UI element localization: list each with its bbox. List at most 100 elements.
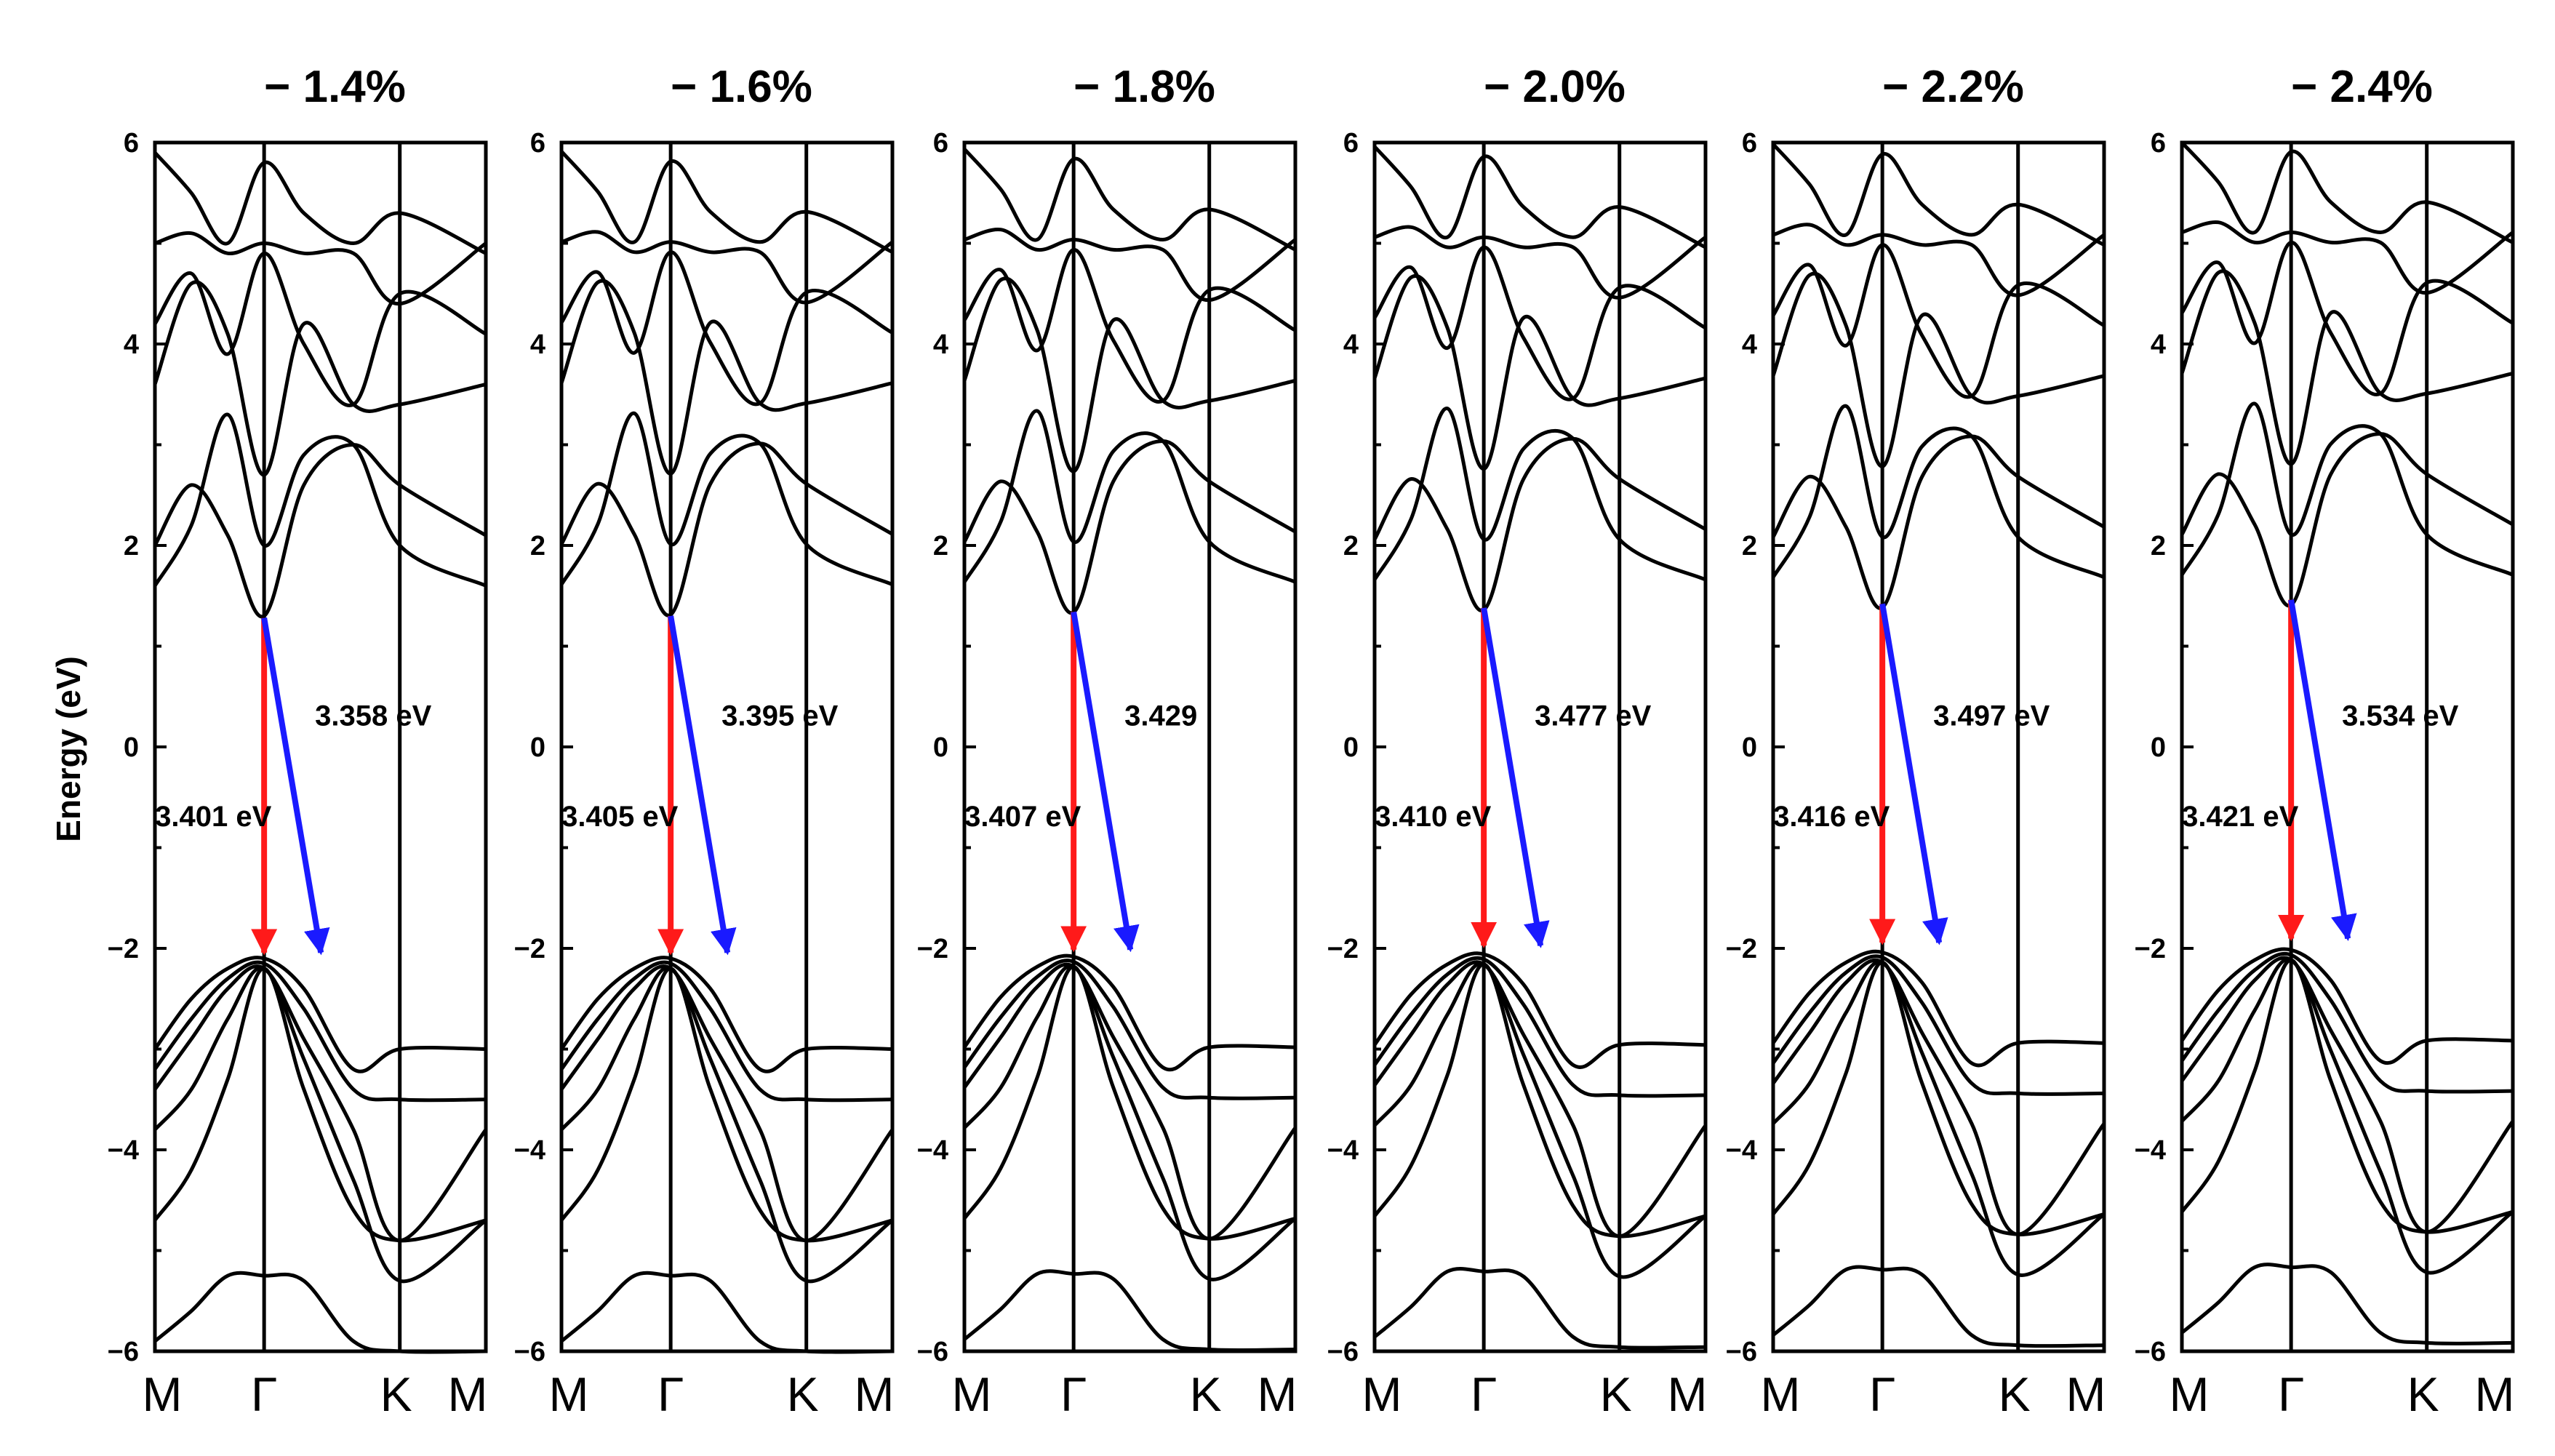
y-tick-label: −2	[108, 934, 139, 964]
y-tick-label: 2	[124, 531, 139, 561]
direct-gap-label: 3.421 eV	[2182, 801, 2298, 833]
band-line	[2180, 951, 2514, 1094]
band-line	[559, 960, 893, 1103]
indirect-gap-arrow	[1481, 607, 1550, 948]
y-tick-label: −4	[108, 1135, 139, 1166]
band-line	[1771, 954, 2105, 1096]
band-line	[153, 1271, 487, 1354]
band-line	[2180, 947, 2514, 1065]
k-point-label: Γ	[1471, 1367, 1497, 1421]
band-line	[2180, 401, 2514, 577]
band-line	[1772, 1265, 2105, 1348]
k-point-label: Γ	[2278, 1367, 2304, 1421]
y-tick-label: 4	[933, 329, 948, 360]
k-point-label: Γ	[1869, 1367, 1895, 1421]
y-tick-label: −6	[108, 1337, 139, 1367]
y-tick-label: 4	[124, 329, 139, 360]
band-line	[559, 250, 894, 407]
y-tick-label: −6	[1726, 1337, 1757, 1367]
indirect-gap-arrow	[668, 615, 737, 956]
indirect-gap-label: 3.534 eV	[2342, 700, 2458, 732]
y-tick-label: 4	[1343, 329, 1359, 360]
plot-frame	[1372, 140, 1708, 1353]
y-tick-label: −6	[2135, 1337, 2166, 1367]
y-tick-label: −4	[917, 1135, 948, 1166]
direct-gap-label: 3.407 eV	[964, 801, 1081, 833]
band-line	[1372, 245, 1707, 401]
y-tick-label: −4	[1726, 1135, 1757, 1166]
k-point-label: M	[2066, 1367, 2106, 1421]
y-tick-label: 0	[1343, 732, 1359, 763]
direct-gap-label: 3.405 eV	[561, 801, 678, 833]
k-point-label: M	[2170, 1367, 2210, 1421]
y-tick-label: −2	[2135, 934, 2166, 964]
panel-title: − 1.6%	[671, 62, 812, 112]
indirect-gap-label: 3.429	[1124, 700, 1197, 732]
y-tick-label: −6	[514, 1337, 545, 1367]
band-line	[559, 441, 894, 617]
band-line	[962, 247, 1297, 404]
band-line	[1372, 962, 1706, 1239]
k-point-label: K	[1600, 1367, 1632, 1421]
band-line	[962, 409, 1297, 584]
band-line	[153, 412, 487, 588]
y-tick-label: 4	[530, 329, 545, 360]
k-point-label: M	[952, 1367, 992, 1421]
k-point-label: M	[1362, 1367, 1402, 1421]
k-point-label: M	[1668, 1367, 1708, 1421]
band-line	[2180, 269, 2514, 466]
y-tick-label: 6	[124, 128, 139, 159]
k-point-label: K	[1999, 1367, 2031, 1421]
indirect-gap-arrow	[2288, 599, 2357, 942]
y-axis-label: Energy (eV)	[49, 656, 87, 842]
band-line	[1372, 274, 1706, 471]
band-line	[559, 967, 893, 1243]
band-line	[153, 956, 487, 1073]
band-line	[154, 231, 487, 306]
band-line	[153, 251, 487, 407]
y-tick-label: 6	[530, 128, 545, 159]
y-tick-label: 0	[2151, 732, 2166, 763]
band-line	[153, 280, 487, 477]
indirect-gap-arrow	[1071, 611, 1140, 953]
band-line	[1374, 225, 1707, 300]
band-line	[964, 228, 1297, 303]
y-tick-label: 0	[530, 732, 545, 763]
y-tick-label: −2	[514, 934, 545, 964]
plot-frame	[559, 140, 895, 1353]
band-line	[1771, 404, 2106, 580]
band-line	[1372, 956, 1706, 1098]
panel-title: − 2.0%	[1484, 62, 1626, 112]
band-line	[1771, 960, 2105, 1236]
band-line	[1372, 436, 1707, 613]
band-line	[1772, 223, 2106, 297]
y-tick-label: 6	[1343, 128, 1359, 159]
k-point-label: M	[1761, 1367, 1801, 1421]
y-tick-label: 6	[1742, 128, 1757, 159]
panel-title: − 2.4%	[2291, 62, 2433, 112]
band-line	[2180, 431, 2514, 608]
y-tick-label: −6	[917, 1337, 948, 1367]
y-tick-label: −4	[1327, 1135, 1359, 1166]
k-point-label: M	[143, 1367, 183, 1421]
y-tick-label: −2	[1726, 934, 1757, 964]
indirect-gap-arrow	[261, 617, 330, 956]
direct-gap-label: 3.416 eV	[1773, 801, 1890, 833]
k-point-label: M	[2475, 1367, 2515, 1421]
k-point-label: Γ	[657, 1367, 684, 1421]
y-tick-label: 4	[2151, 329, 2166, 360]
indirect-gap-label: 3.358 eV	[315, 700, 431, 732]
plot-frame	[962, 140, 1298, 1353]
direct-gap-label: 3.410 eV	[1375, 801, 1491, 833]
panel-title: − 1.8%	[1073, 62, 1215, 112]
indirect-gap-label: 3.395 eV	[721, 700, 838, 732]
y-tick-label: −4	[2135, 1135, 2166, 1166]
band-line	[1372, 407, 1707, 582]
band-line	[153, 960, 487, 1103]
